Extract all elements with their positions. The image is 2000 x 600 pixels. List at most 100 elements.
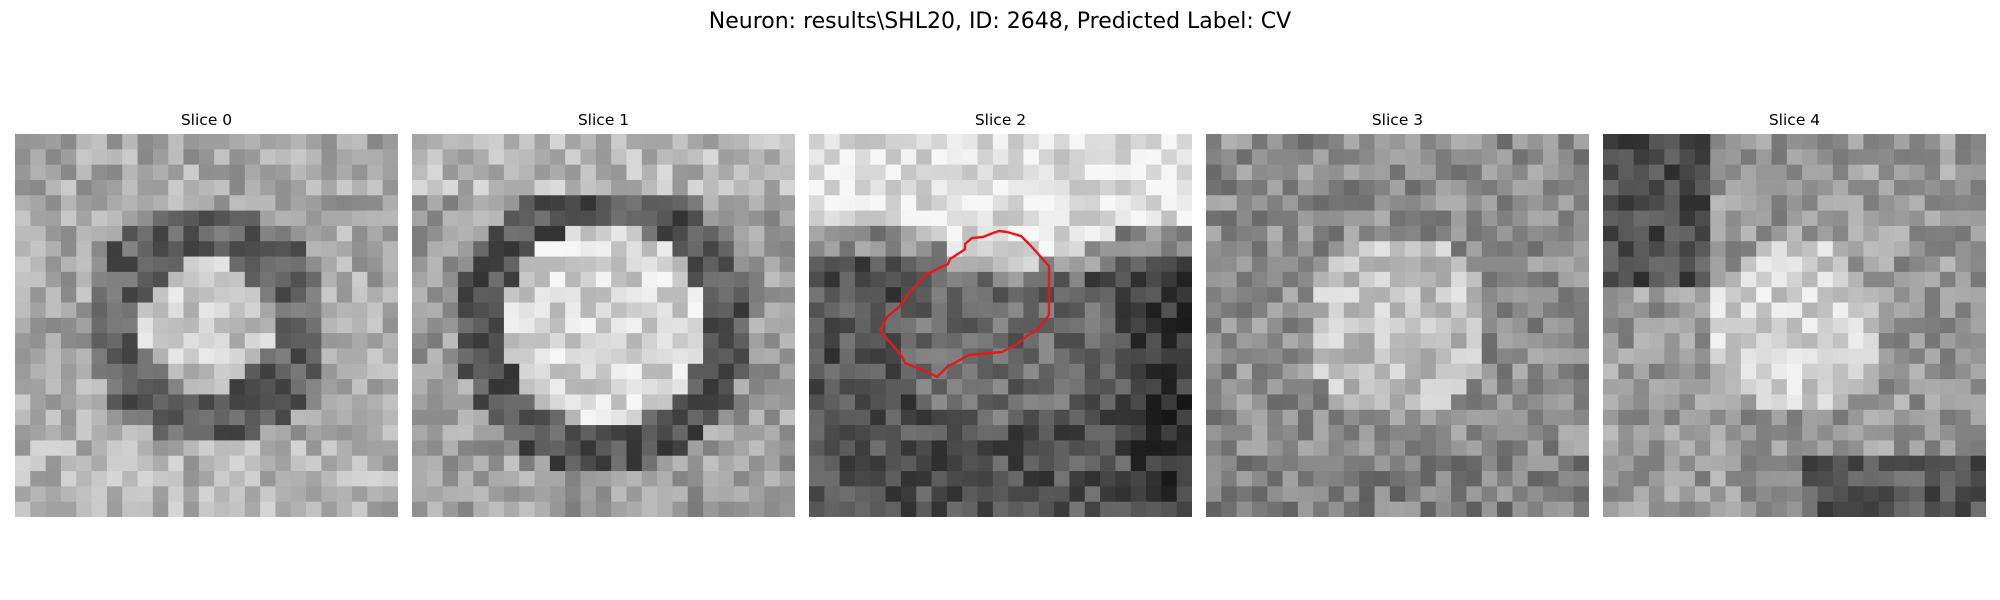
image-pixel xyxy=(946,455,963,472)
image-pixel xyxy=(1664,471,1681,487)
image-pixel xyxy=(703,348,719,365)
image-pixel xyxy=(1756,348,1773,365)
image-pixel xyxy=(1832,256,1849,273)
image-pixel xyxy=(626,271,643,288)
image-pixel xyxy=(76,271,93,288)
image-pixel xyxy=(168,440,185,457)
image-pixel xyxy=(1543,379,1559,395)
image-pixel xyxy=(687,501,704,517)
image-pixel xyxy=(1328,179,1345,196)
image-pixel xyxy=(168,317,185,334)
image-pixel xyxy=(1756,440,1773,457)
image-pixel xyxy=(76,409,93,426)
image-pixel xyxy=(198,256,215,273)
image-pixel xyxy=(946,317,963,334)
image-pixel xyxy=(1451,149,1467,166)
image-pixel xyxy=(1282,225,1299,242)
image-pixel xyxy=(229,302,246,319)
image-pixel xyxy=(183,379,200,395)
image-pixel xyxy=(1527,317,1544,334)
image-pixel xyxy=(1481,455,1498,472)
image-pixel xyxy=(1236,363,1253,380)
image-pixel xyxy=(626,425,643,441)
image-pixel xyxy=(1451,425,1467,441)
image-pixel xyxy=(1863,501,1880,517)
image-pixel xyxy=(733,271,750,288)
image-pixel xyxy=(1359,409,1376,426)
image-pixel xyxy=(1573,486,1589,503)
image-pixel xyxy=(183,409,200,426)
image-pixel xyxy=(1832,241,1849,258)
image-pixel xyxy=(122,210,139,227)
image-pixel xyxy=(764,333,781,349)
image-pixel xyxy=(565,379,582,395)
image-pixel xyxy=(1603,455,1619,472)
image-pixel xyxy=(106,501,123,517)
image-pixel xyxy=(1343,164,1360,181)
image-pixel xyxy=(45,333,62,349)
image-pixel xyxy=(931,271,948,288)
image-pixel xyxy=(1054,379,1070,395)
image-pixel xyxy=(1543,394,1559,411)
image-pixel xyxy=(885,394,902,411)
image-pixel xyxy=(931,486,948,503)
image-pixel xyxy=(1725,287,1742,304)
image-pixel xyxy=(1924,195,1941,212)
image-pixel xyxy=(549,256,566,273)
image-pixel xyxy=(1359,195,1376,212)
image-pixel xyxy=(1435,149,1452,166)
image-pixel xyxy=(1206,302,1222,319)
image-pixel xyxy=(1648,149,1665,166)
image-pixel xyxy=(1863,287,1880,304)
image-pixel xyxy=(1023,256,1040,273)
image-pixel xyxy=(352,348,368,365)
image-pixel xyxy=(595,501,612,517)
image-pixel xyxy=(595,195,612,212)
image-pixel xyxy=(839,179,856,196)
image-pixel xyxy=(1313,348,1330,365)
image-pixel xyxy=(306,379,322,395)
image-pixel xyxy=(1206,486,1222,503)
image-pixel xyxy=(519,179,536,196)
image-pixel xyxy=(1282,256,1299,273)
image-pixel xyxy=(549,134,566,150)
image-pixel xyxy=(1633,302,1650,319)
image-pixel xyxy=(1313,440,1330,457)
image-pixel xyxy=(565,317,582,334)
image-pixel xyxy=(1161,455,1178,472)
image-pixel xyxy=(260,348,276,365)
image-pixel xyxy=(1558,363,1575,380)
image-pixel xyxy=(1512,440,1529,457)
image-pixel xyxy=(1648,394,1665,411)
image-pixel xyxy=(565,195,582,212)
image-pixel xyxy=(1221,394,1238,411)
image-pixel xyxy=(1282,271,1299,288)
image-pixel xyxy=(60,225,77,242)
image-pixel xyxy=(122,149,139,166)
image-pixel xyxy=(779,271,795,288)
image-pixel xyxy=(1023,363,1040,380)
image-pixel xyxy=(214,363,230,380)
image-pixel xyxy=(1756,409,1773,426)
image-pixel xyxy=(1084,134,1101,150)
image-pixel xyxy=(580,363,597,380)
image-pixel xyxy=(657,501,673,517)
image-pixel xyxy=(503,409,520,426)
image-pixel xyxy=(534,179,551,196)
image-pixel xyxy=(549,440,566,457)
image-pixel xyxy=(1481,348,1498,365)
image-pixel xyxy=(183,179,200,196)
image-pixel xyxy=(198,317,215,334)
image-pixel xyxy=(336,425,353,441)
image-pixel xyxy=(275,164,292,181)
image-pixel xyxy=(198,486,215,503)
image-pixel xyxy=(15,363,31,380)
image-pixel xyxy=(1297,455,1314,472)
image-pixel xyxy=(168,134,185,150)
image-pixel xyxy=(106,134,123,150)
image-pixel xyxy=(1633,425,1650,441)
image-pixel xyxy=(382,210,398,227)
image-pixel xyxy=(1543,455,1559,472)
image-pixel xyxy=(1069,486,1086,503)
image-pixel xyxy=(1756,333,1773,349)
